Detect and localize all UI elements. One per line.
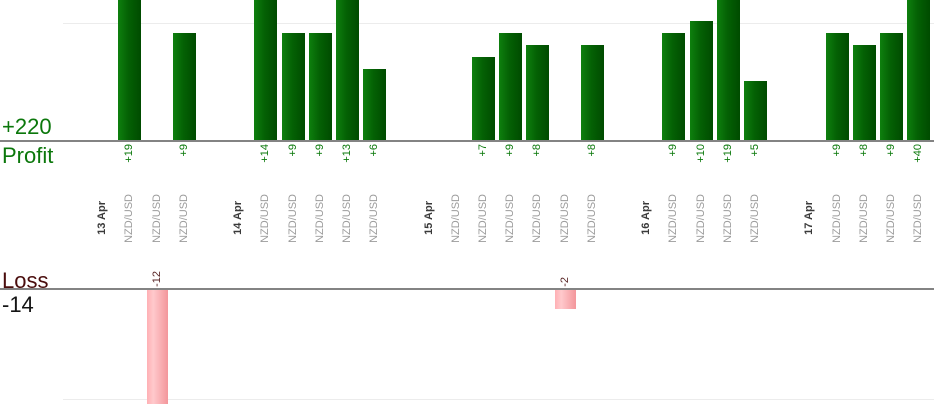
symbol-label-wrap: NZD/USD [447,150,465,286]
bar-value-label: +5 [748,144,761,157]
symbol-label: NZD/USD [449,193,462,243]
bar-value-label-wrap: +9 [502,144,520,224]
profit-bar [172,33,196,141]
date-label: 15 Apr [422,201,435,235]
profit-bar [335,0,359,141]
loss-axis-line [0,288,934,290]
profit-bar [825,33,849,141]
bar-value-label-wrap: +13 [338,144,356,224]
bar-value-label: +9 [286,144,299,157]
profit-total-label: +220 [2,114,52,139]
bar-value-label-wrap: +5 [746,144,764,224]
date-label-wrap: 16 Apr [638,150,656,286]
date-label: 16 Apr [640,201,653,235]
bar-value-label: +9 [830,144,843,157]
date-label: 17 Apr [803,201,816,235]
bar-value-label-wrap: +40 [910,144,928,224]
bar-value-label: +9 [884,144,897,157]
bar-value-label-wrap: +9 [311,144,329,224]
bar-value-label: -12 [150,271,163,287]
profit-bar [499,33,523,141]
profit-bar [907,0,931,141]
profit-bar [281,33,305,141]
profit-bar [689,21,713,141]
profit-bar [716,0,740,141]
profit-bar [879,33,903,141]
loss-total-label: -14 [2,292,34,317]
profit-gridline [63,23,934,24]
profit-bar [580,45,604,141]
bar-value-label-wrap: +9 [665,144,683,224]
bar-value-label: +14 [259,144,272,163]
bar-value-label-wrap: +9 [284,144,302,224]
bar-value-label: +9 [504,144,517,157]
bar-value-label-wrap: +10 [692,144,710,224]
bar-value-label-wrap: +14 [257,144,275,224]
bar-value-label: +9 [177,144,190,157]
bar-value-label: +6 [368,144,381,157]
loss-gridline [63,399,934,400]
loss-axis-label: Loss [2,268,49,293]
bar-value-label-wrap: +8 [529,144,547,224]
date-label-wrap: 14 Apr [230,150,248,286]
profit-axis-label: Profit [2,143,54,168]
bar-value-label: +10 [694,144,707,163]
bar-value-label: -2 [558,277,571,287]
bar-value-label-wrap: +19 [121,144,139,224]
loss-bar [146,290,168,404]
bar-value-label-wrap: -12 [148,198,166,287]
profit-bar [743,81,767,141]
profit-bar [852,45,876,141]
bar-value-label-wrap: +9 [175,144,193,224]
bar-value-label-wrap: +6 [366,144,384,224]
bar-value-label: +7 [476,144,489,157]
profit-bar [118,0,142,141]
date-label-wrap: 13 Apr [94,150,112,286]
profit-bar [526,45,550,141]
date-label: 14 Apr [232,201,245,235]
loss-bar [554,290,576,309]
bar-value-label-wrap: +9 [882,144,900,224]
date-label: 13 Apr [96,201,109,235]
profit-bar [254,0,278,141]
date-label-wrap: 15 Apr [420,150,438,286]
bar-value-label-wrap: +8 [855,144,873,224]
bar-value-label: +9 [667,144,680,157]
bar-value-label: +8 [531,144,544,157]
profit-bar [662,33,686,141]
bar-value-label: +8 [857,144,870,157]
bar-value-label-wrap: -2 [556,198,574,287]
bar-value-label: +8 [585,144,598,157]
profit-bar [471,57,495,141]
bar-value-label: +19 [721,144,734,163]
profit-axis-line [0,140,934,142]
profit-bar [363,69,387,141]
bar-value-label: +40 [912,144,925,163]
bar-value-label: +13 [340,144,353,163]
date-label-wrap: 17 Apr [801,150,819,286]
bar-value-label: +9 [313,144,326,157]
bar-value-label: +19 [123,144,136,163]
profit-bar [308,33,332,141]
bar-value-label-wrap: +8 [583,144,601,224]
bar-value-label-wrap: +7 [474,144,492,224]
bar-value-label-wrap: +9 [828,144,846,224]
bar-value-label-wrap: +19 [719,144,737,224]
